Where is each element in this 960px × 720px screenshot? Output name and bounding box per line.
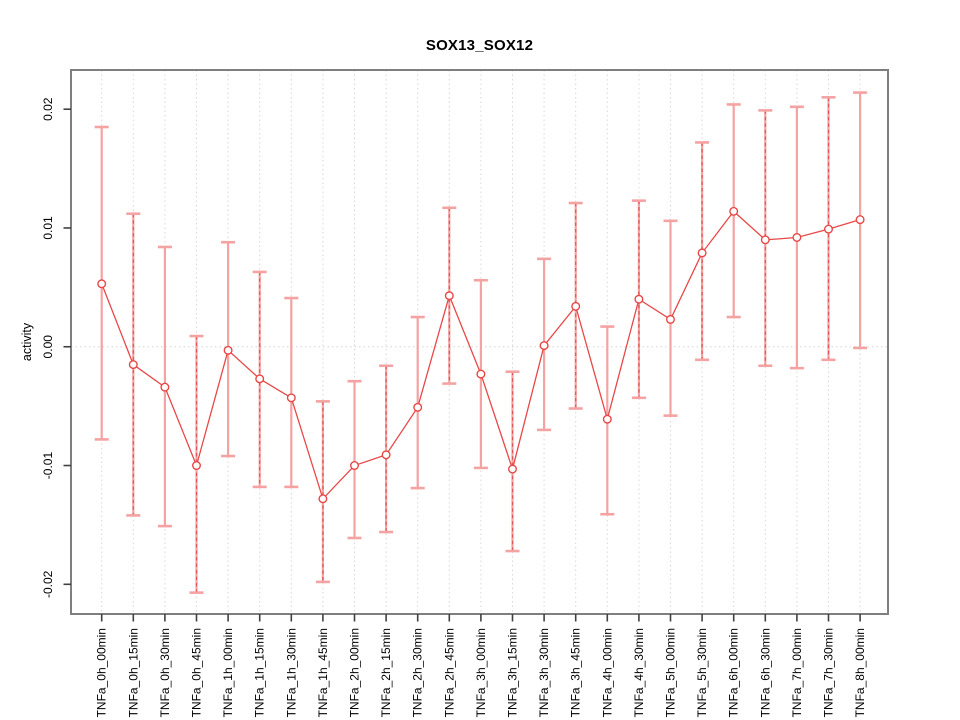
data-point: [476, 369, 486, 379]
data-point: [508, 464, 518, 474]
x-tick-label: TNFa_5h_30min: [695, 628, 709, 717]
chart-title: SOX13_SOX12: [425, 37, 534, 54]
x-tick-label: TNFa_2h_15min: [379, 628, 393, 717]
data-point: [760, 235, 770, 245]
data-point: [350, 461, 360, 471]
x-tick-label: TNFa_2h_45min: [442, 628, 456, 717]
x-tick-label: TNFa_0h_30min: [158, 628, 172, 717]
data-point: [792, 232, 802, 242]
data-point: [97, 279, 107, 289]
data-point: [697, 248, 707, 258]
x-tick-label: TNFa_6h_00min: [727, 628, 741, 717]
x-tick-label: TNFa_1h_00min: [221, 628, 235, 717]
y-tick-label: -0.02: [41, 570, 55, 598]
x-tick-label: TNFa_6h_30min: [758, 628, 772, 717]
data-point: [602, 414, 612, 424]
data-point: [286, 393, 296, 403]
x-tick-label: TNFa_3h_45min: [569, 628, 583, 717]
x-tick-label: TNFa_4h_30min: [632, 628, 646, 717]
x-tick-label: TNFa_5h_00min: [664, 628, 678, 717]
y-tick-label: 0.02: [41, 97, 55, 121]
x-tick-label: TNFa_1h_30min: [284, 628, 298, 717]
data-point: [666, 314, 676, 324]
y-tick-label: 0.00: [41, 335, 55, 359]
data-point: [571, 301, 581, 311]
plot-box: [70, 69, 889, 615]
data-point: [255, 374, 265, 384]
y-tick-label: 0.01: [41, 216, 55, 240]
x-tick-label: TNFa_4h_00min: [600, 628, 614, 717]
x-tick-label: TNFa_0h_00min: [95, 628, 109, 717]
x-tick-label: TNFa_0h_45min: [190, 628, 204, 717]
x-tick-label: TNFa_3h_00min: [474, 628, 488, 717]
x-tick-label: TNFa_8h_00min: [853, 628, 867, 717]
data-point: [444, 291, 454, 301]
data-point: [223, 345, 233, 355]
data-point: [634, 294, 644, 304]
data-point: [381, 450, 391, 460]
x-tick-label: TNFa_3h_30min: [537, 628, 551, 717]
data-point: [160, 382, 170, 392]
x-tick-label: TNFa_1h_45min: [316, 628, 330, 717]
x-tick-label: TNFa_0h_15min: [126, 628, 140, 717]
data-point: [128, 360, 138, 370]
x-tick-label: TNFa_7h_30min: [822, 628, 836, 717]
data-point: [413, 402, 423, 412]
data-point: [824, 224, 834, 234]
x-tick-label: TNFa_7h_00min: [790, 628, 804, 717]
data-point: [318, 494, 328, 504]
y-tick-label: -0.01: [41, 452, 55, 480]
x-tick-label: TNFa_2h_00min: [348, 628, 362, 717]
data-point: [539, 341, 549, 351]
x-tick-label: TNFa_3h_15min: [506, 628, 520, 717]
x-tick-label: TNFa_1h_15min: [253, 628, 267, 717]
data-point: [855, 215, 865, 225]
data-point: [729, 206, 739, 216]
data-point: [191, 461, 201, 471]
x-tick-label: TNFa_2h_30min: [411, 628, 425, 717]
